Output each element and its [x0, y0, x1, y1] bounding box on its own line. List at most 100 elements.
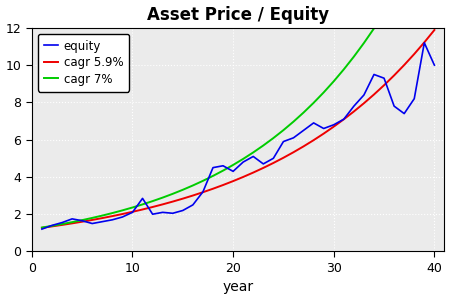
cagr 7%: [361, 41, 367, 45]
cagr 5.9%: [270, 161, 276, 165]
cagr 5.9%: [49, 225, 54, 228]
equity: [170, 212, 176, 215]
cagr 5.9%: [220, 183, 226, 187]
equity: [39, 227, 45, 231]
cagr 7%: [341, 68, 346, 71]
equity: [150, 212, 155, 216]
equity: [392, 104, 397, 108]
cagr 7%: [351, 55, 356, 58]
cagr 7%: [190, 184, 196, 187]
equity: [59, 221, 65, 224]
cagr 7%: [281, 128, 286, 132]
cagr 5.9%: [210, 187, 216, 190]
cagr 5.9%: [311, 138, 316, 142]
cagr 7%: [261, 144, 266, 147]
cagr 5.9%: [361, 101, 367, 105]
equity: [291, 136, 296, 140]
equity: [422, 41, 427, 45]
cagr 5.9%: [190, 194, 196, 197]
cagr 5.9%: [200, 190, 206, 194]
equity: [160, 211, 165, 214]
cagr 5.9%: [422, 40, 427, 44]
cagr 5.9%: [291, 150, 296, 154]
equity: [130, 211, 135, 214]
cagr 7%: [120, 208, 125, 212]
equity: [200, 190, 206, 194]
cagr 5.9%: [99, 216, 105, 220]
cagr 7%: [270, 136, 276, 140]
equity: [341, 117, 346, 121]
equity: [180, 209, 185, 212]
equity: [140, 196, 145, 200]
equity: [210, 166, 216, 169]
cagr 5.9%: [160, 202, 165, 206]
cagr 5.9%: [240, 175, 246, 179]
equity: [240, 160, 246, 164]
equity: [321, 127, 326, 130]
cagr 7%: [90, 216, 95, 220]
cagr 7%: [140, 202, 145, 206]
cagr 5.9%: [69, 222, 75, 225]
cagr 5.9%: [371, 93, 377, 96]
equity: [311, 121, 316, 125]
cagr 5.9%: [432, 28, 437, 32]
cagr 7%: [99, 214, 105, 217]
cagr 5.9%: [140, 208, 145, 211]
cagr 5.9%: [230, 179, 236, 183]
cagr 7%: [69, 220, 75, 224]
cagr 7%: [220, 169, 226, 172]
equity: [99, 220, 105, 224]
cagr 7%: [180, 188, 185, 192]
equity: [351, 104, 356, 108]
equity: [361, 93, 367, 97]
equity: [412, 97, 417, 101]
equity: [230, 169, 236, 173]
Line: cagr 7%: cagr 7%: [42, 0, 434, 227]
equity: [69, 217, 75, 221]
cagr 5.9%: [392, 74, 397, 77]
cagr 5.9%: [381, 83, 387, 87]
cagr 7%: [59, 222, 65, 226]
cagr 7%: [371, 27, 377, 30]
cagr 7%: [170, 192, 176, 196]
cagr 5.9%: [80, 220, 85, 224]
cagr 7%: [49, 224, 54, 228]
cagr 7%: [160, 196, 165, 200]
cagr 5.9%: [412, 52, 417, 56]
cagr 5.9%: [281, 156, 286, 160]
equity: [432, 63, 437, 67]
cagr 5.9%: [90, 218, 95, 222]
Line: cagr 5.9%: cagr 5.9%: [42, 30, 434, 228]
cagr 7%: [130, 206, 135, 209]
cagr 7%: [311, 101, 316, 105]
cagr 5.9%: [39, 226, 45, 230]
cagr 7%: [230, 163, 236, 167]
Title: Asset Price / Equity: Asset Price / Equity: [147, 6, 329, 24]
equity: [120, 215, 125, 219]
equity: [331, 123, 337, 127]
cagr 5.9%: [170, 200, 176, 203]
X-axis label: year: year: [223, 280, 254, 294]
cagr 7%: [200, 179, 206, 183]
cagr 7%: [331, 80, 337, 83]
cagr 5.9%: [130, 210, 135, 214]
cagr 7%: [110, 211, 115, 215]
cagr 7%: [150, 199, 155, 203]
equity: [220, 164, 226, 168]
equity: [270, 157, 276, 160]
cagr 5.9%: [180, 197, 185, 200]
cagr 5.9%: [301, 145, 306, 148]
cagr 7%: [321, 91, 326, 94]
equity: [251, 154, 256, 158]
equity: [401, 112, 407, 116]
cagr 5.9%: [150, 205, 155, 209]
cagr 5.9%: [331, 125, 337, 128]
equity: [381, 76, 387, 80]
cagr 7%: [80, 218, 85, 222]
cagr 5.9%: [341, 118, 346, 121]
equity: [301, 129, 306, 132]
equity: [49, 224, 54, 227]
cagr 7%: [39, 226, 45, 229]
cagr 5.9%: [120, 212, 125, 216]
cagr 7%: [210, 174, 216, 178]
